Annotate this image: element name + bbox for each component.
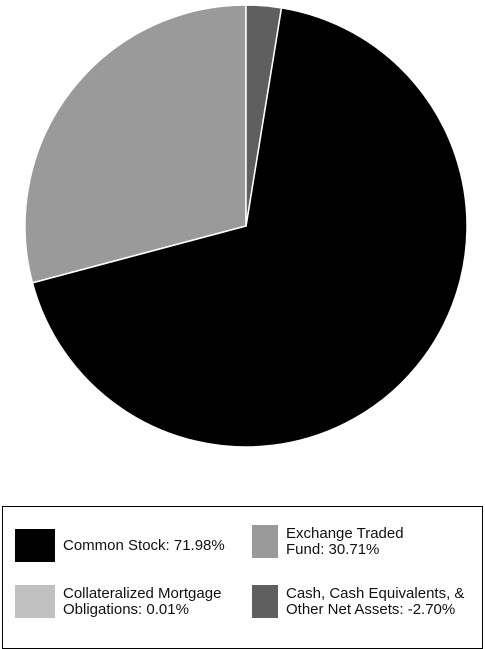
- legend-swatch-common-stock: [15, 529, 55, 562]
- pie-slice-3: [245, 4, 283, 227]
- legend-swatch-exchange-traded-fund: [252, 525, 278, 558]
- legend-swatch-cmo: [15, 585, 55, 618]
- pie-chart: [24, 4, 468, 448]
- legend-label-exchange-traded-fund: Exchange Traded Fund: 30.71%: [286, 524, 404, 558]
- legend-item-cmo: Collateralized Mortgage Obligations: 0.0…: [15, 585, 228, 618]
- pie-slice-0: [24, 4, 247, 284]
- legend-item-common-stock: Common Stock: 71.98%: [15, 529, 225, 562]
- chart-legend: Common Stock: 71.98% Exchange Traded Fun…: [2, 506, 483, 649]
- pie-slice-2: [31, 7, 468, 448]
- legend-label-cash: Cash, Cash Equivalents, & Other Net Asse…: [286, 584, 465, 618]
- legend-swatch-cash: [252, 585, 278, 618]
- legend-item-exchange-traded-fund: Exchange Traded Fund: 30.71%: [252, 525, 436, 558]
- legend-label-cmo: Collateralized Mortgage Obligations: 0.0…: [63, 584, 222, 618]
- legend-item-cash: Cash, Cash Equivalents, & Other Net Asse…: [252, 585, 466, 618]
- legend-label-common-stock: Common Stock: 71.98%: [63, 536, 225, 554]
